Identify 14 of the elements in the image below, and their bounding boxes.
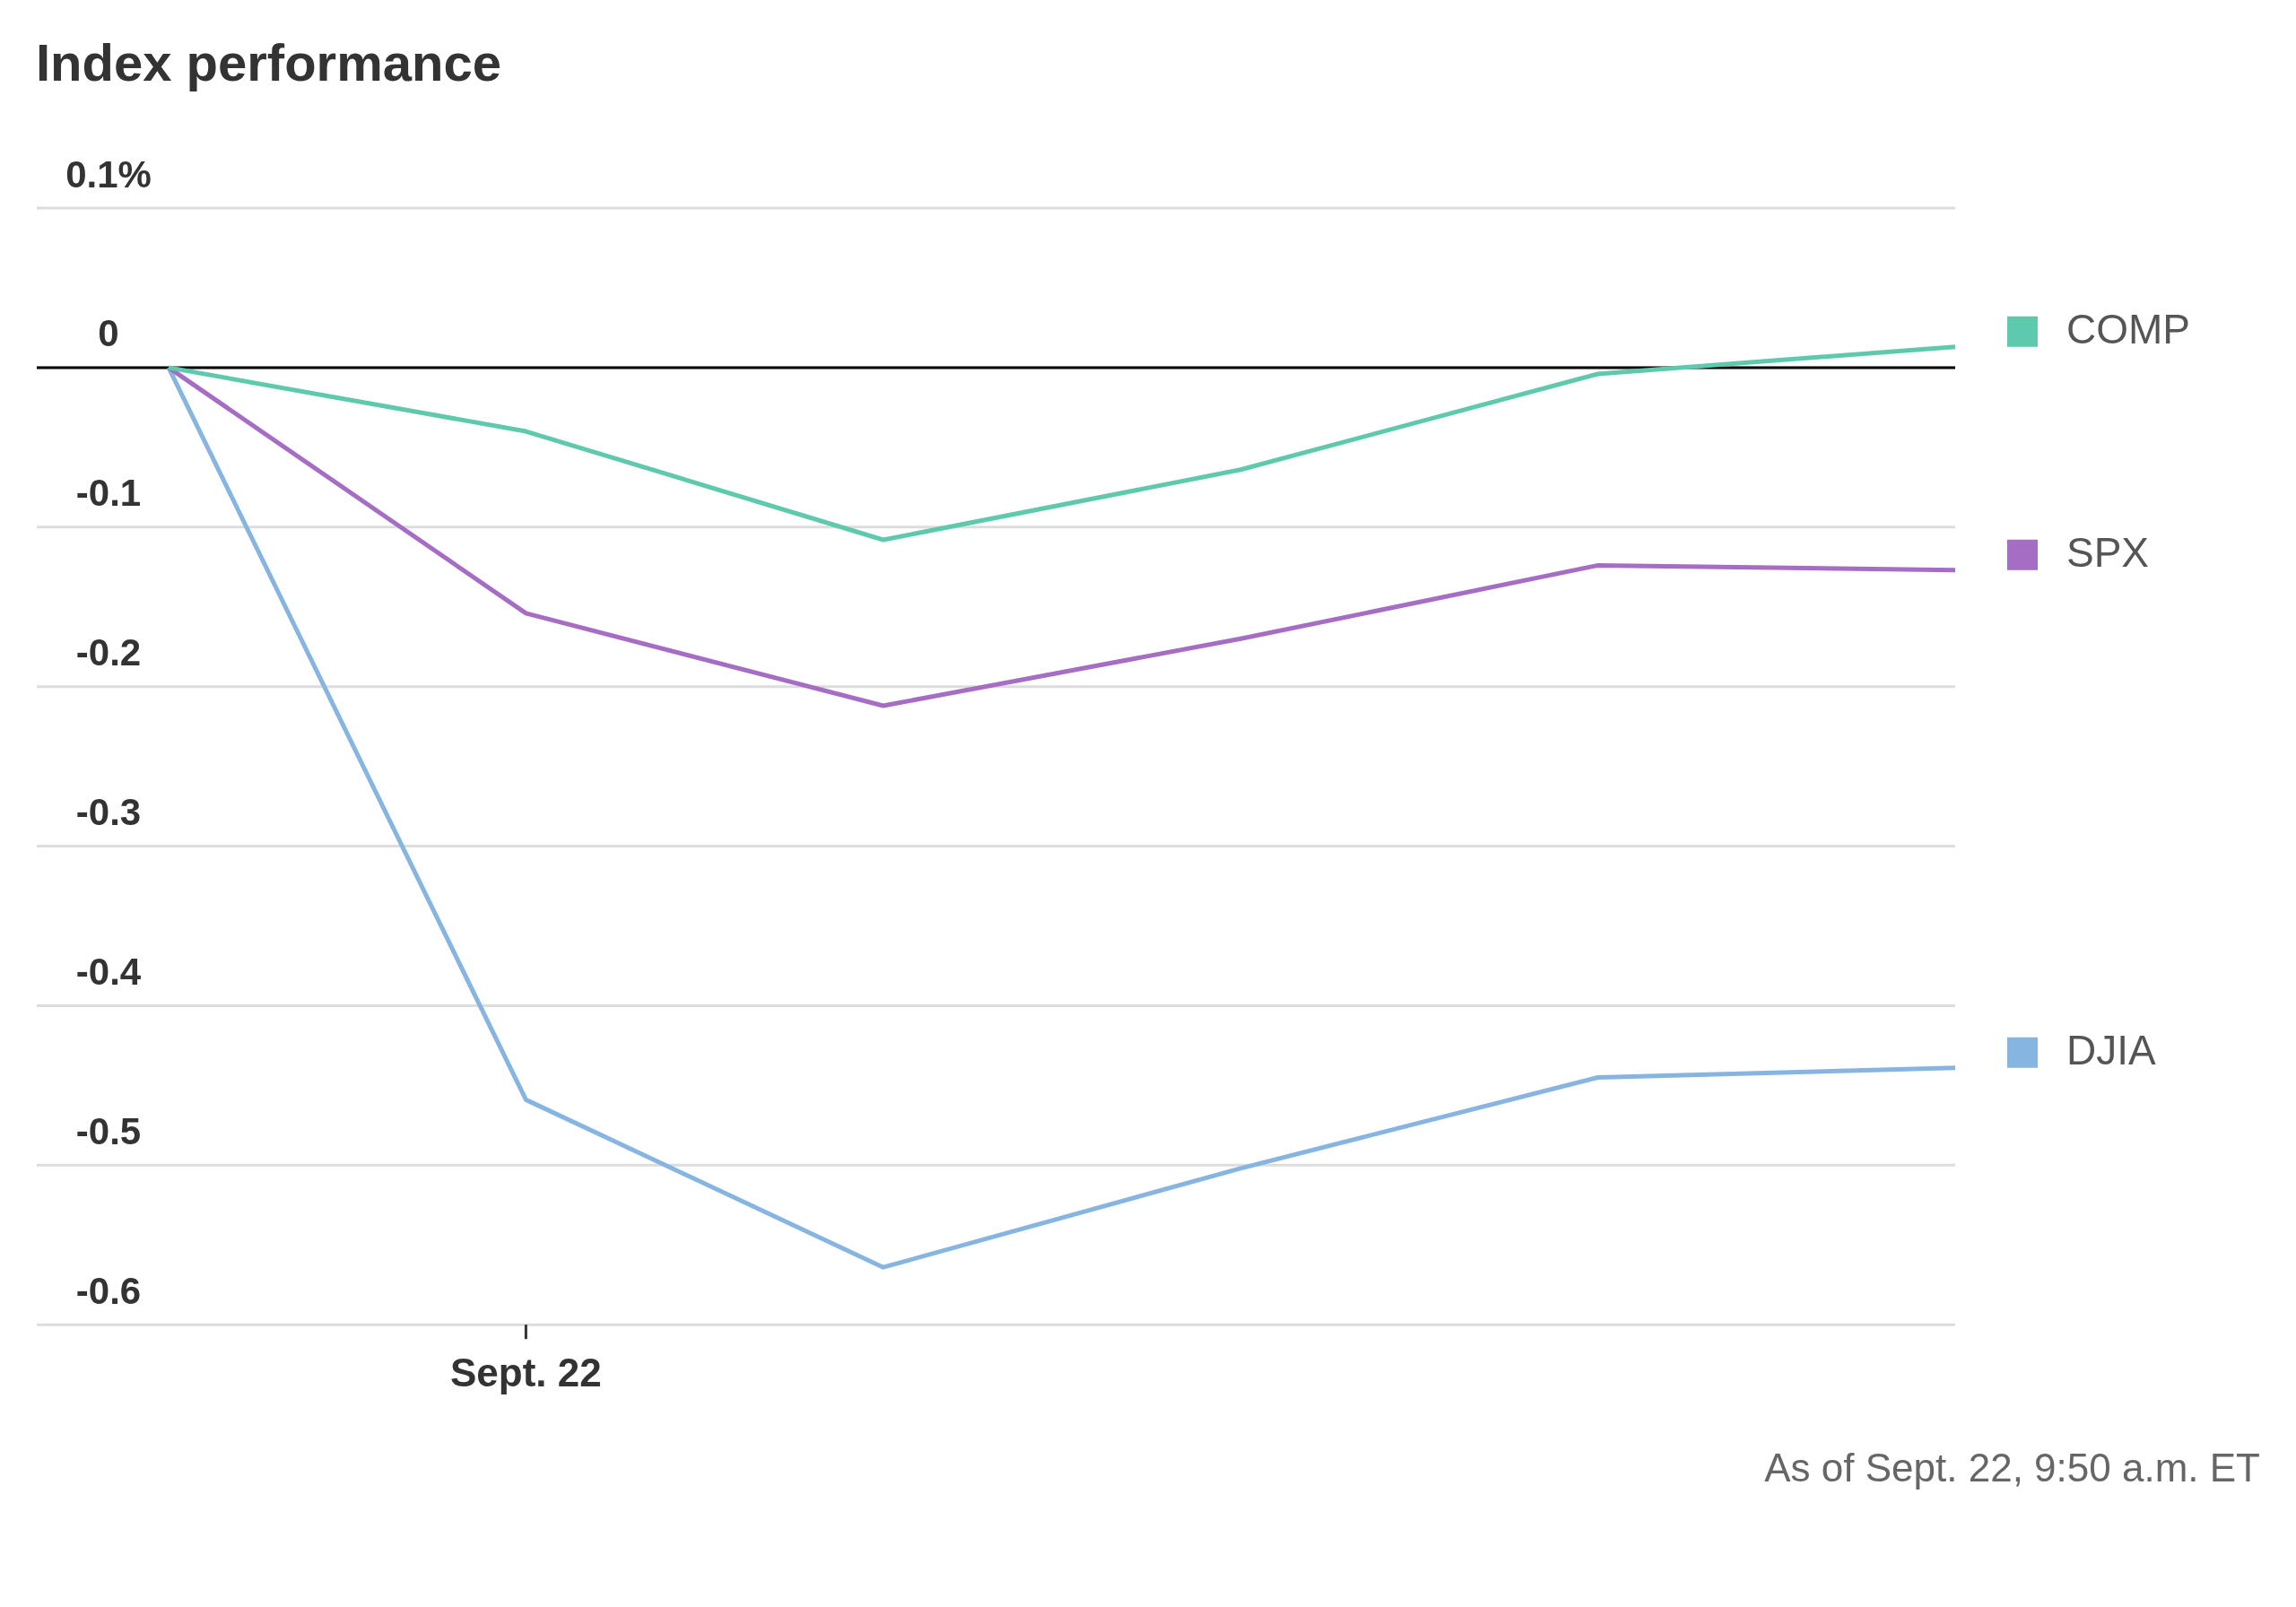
y-tick-label: 0 [98,312,119,355]
y-tick-label: -0.1 [75,472,142,515]
chart-title: Index performance [36,32,501,92]
y-tick-label: 0.1% [65,152,152,195]
legend-label: SPX [2066,529,2150,577]
y-tick-label: -0.5 [75,1109,142,1152]
legend-label: COMP [2066,306,2190,353]
y-tick-label: -0.3 [75,791,142,834]
y-tick-label: -0.4 [75,951,142,994]
text: As of Sept. 22, 9:50 a.m. ET [1764,1445,2260,1491]
y-tick-label: -0.6 [75,1269,142,1312]
x-tick-label: Sept. 22 [450,1350,602,1394]
y-tick-label: -0.2 [75,631,142,674]
legend-label: DJIA [2066,1027,2156,1074]
